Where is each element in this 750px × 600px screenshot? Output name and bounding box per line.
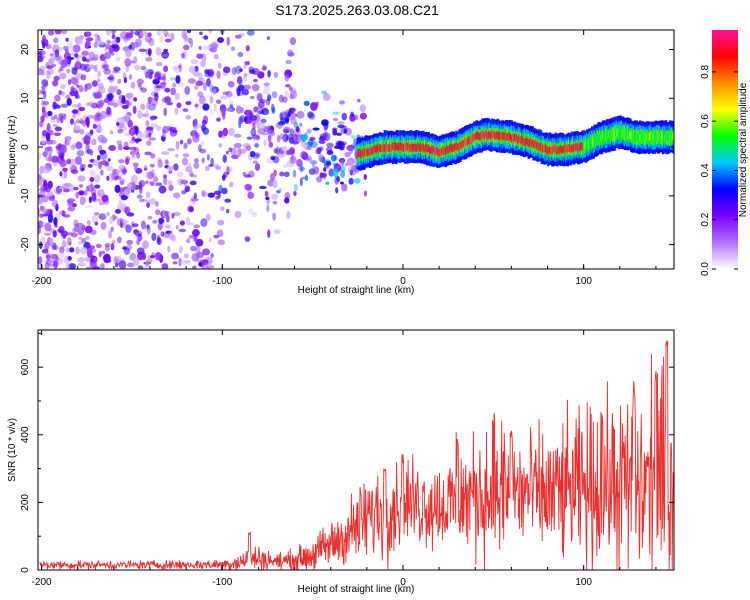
colorbar-label: Normalized spectral amplitude: [738, 82, 749, 217]
spectrogram-y-tick-label: 0: [20, 144, 31, 150]
snr-series-line: [39, 340, 675, 571]
snr-x-tick-label: 100: [575, 577, 592, 588]
colorbar-tick-label: 0.2: [700, 212, 711, 226]
snr-x-tick-label: -100: [212, 577, 232, 588]
snr-x-tick-label: 0: [400, 577, 406, 588]
snr-frame: [37, 329, 675, 571]
colorbar-tick-label: 0.6: [700, 114, 711, 128]
spectrogram-heatmap: [38, 30, 674, 269]
spectrogram-x-axis-label: Height of straight line (km): [298, 285, 415, 296]
spectrogram-x-tick-label: 100: [575, 276, 592, 287]
spectrogram-y-tick-label: -20: [20, 237, 31, 252]
spectrogram-y-tick-label: 10: [20, 92, 31, 104]
colorbar-tick-label: 0.8: [700, 64, 711, 78]
spectrogram-y-tick-label: -10: [20, 188, 31, 203]
colorbar-gradient: [712, 30, 738, 269]
spectrogram-y-axis-label: Frequency (Hz): [7, 116, 18, 185]
colorbar-tick-label: 0.4: [700, 163, 711, 177]
spectrogram-x-tick-label: -100: [212, 276, 232, 287]
spectrogram-frame: [37, 29, 675, 270]
snr-ticks: -200 -100 0 100 0 200 400 600: [20, 330, 674, 588]
spectrogram-x-tick-label: -200: [32, 276, 52, 287]
snr-x-axis-label: Height of straight line (km): [298, 584, 415, 595]
chart-title: S173.2025.263.03.08.C21: [275, 2, 439, 18]
colorbar: 0.0 0.2 0.4 0.6 0.8 Normalized spectral ampl…: [700, 30, 749, 276]
snr-y-tick-label: 200: [20, 494, 31, 511]
snr-y-tick-label: 600: [20, 358, 31, 375]
snr-y-axis-label: SNR (10 * v/v): [7, 418, 18, 482]
snr-x-tick-label: -200: [32, 577, 52, 588]
colorbar-tick-label: 0.0: [700, 262, 711, 276]
snr-panel: -200 -100 0 100 0 200 400 600 Height of straigh…: [7, 329, 675, 595]
spectrogram-x-tick-label: 0: [400, 276, 406, 287]
snr-y-tick-label: 400: [20, 426, 31, 443]
spectrogram-y-tick-label: 20: [20, 44, 31, 56]
colorbar-ticks: 0.0 0.2 0.4 0.6 0.8: [700, 64, 738, 276]
snr-y-tick-label: 0: [20, 567, 31, 573]
